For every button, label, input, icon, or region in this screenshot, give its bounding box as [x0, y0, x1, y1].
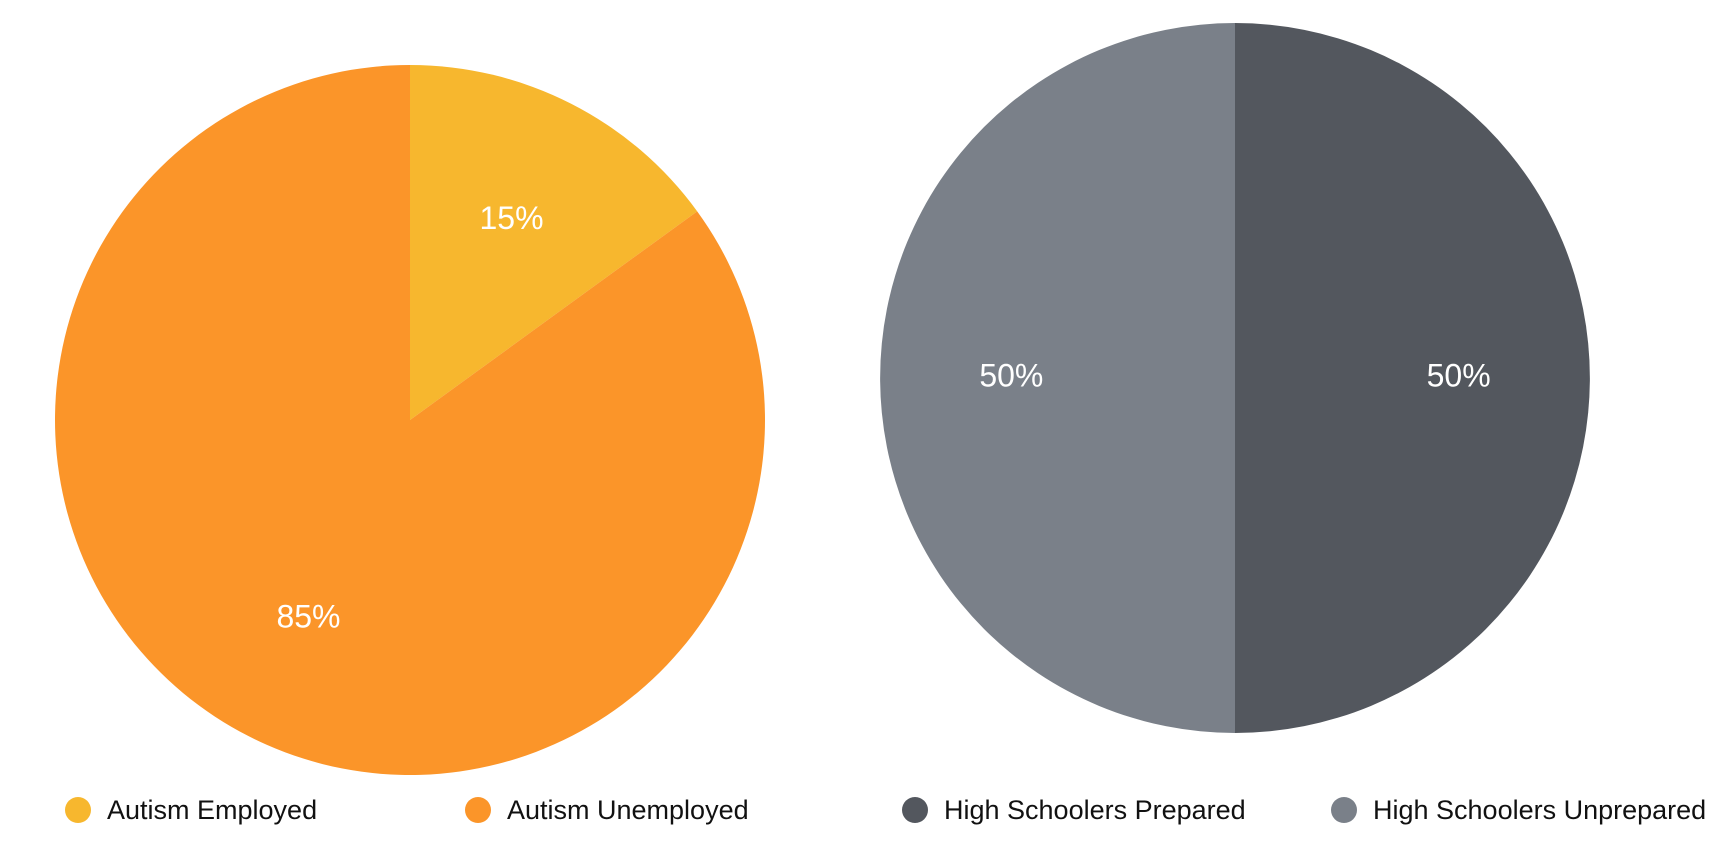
legend-swatch-autism-employed — [65, 797, 91, 823]
legend-item-autism-employed[interactable]: Autism Employed — [65, 790, 317, 830]
slice-label-high-schoolers-prepared: 50% — [1427, 357, 1491, 393]
legend-label-autism-employed: Autism Employed — [107, 794, 318, 825]
pie-slice-autism-employed[interactable] — [410, 65, 698, 420]
legend-swatch-autism-unemployed — [465, 797, 491, 823]
legend-swatch-high-schoolers-prepared — [902, 797, 928, 823]
pie-slice-high-schoolers-unprepared[interactable] — [880, 23, 1235, 733]
legend-item-high-schoolers-unprepared[interactable]: High Schoolers Unprepared — [1331, 790, 1706, 830]
slice-label-autism-employed: 15% — [480, 200, 544, 236]
legend-label-high-schoolers-unprepared: High Schoolers Unprepared — [1373, 794, 1707, 825]
pie-slice-high-schoolers-prepared[interactable] — [1235, 23, 1590, 733]
slice-label-autism-unemployed: 85% — [276, 599, 340, 635]
slice-label-high-schoolers-unprepared: 50% — [979, 357, 1043, 393]
legend-item-high-schoolers-prepared[interactable]: High Schoolers Prepared — [902, 790, 1246, 830]
legend-label-autism-unemployed: Autism Unemployed — [507, 794, 749, 825]
legend-swatch-high-schoolers-unprepared — [1331, 797, 1357, 823]
legend-item-autism-unemployed[interactable]: Autism Unemployed — [465, 790, 749, 830]
legend-label-high-schoolers-prepared: High Schoolers Prepared — [944, 794, 1246, 825]
pie-slice-autism-unemployed[interactable] — [54, 65, 765, 775]
